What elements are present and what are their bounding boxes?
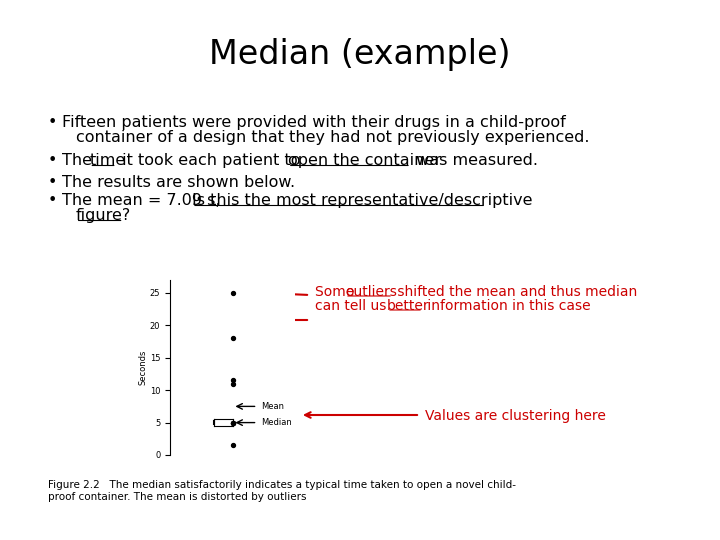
Text: •: • <box>48 175 58 190</box>
Y-axis label: Seconds: Seconds <box>138 350 147 385</box>
Text: Median (example): Median (example) <box>210 38 510 71</box>
Text: time: time <box>89 153 125 168</box>
Point <box>227 441 238 450</box>
Text: information in this case: information in this case <box>423 299 590 313</box>
Text: it took each patient to: it took each patient to <box>117 153 305 168</box>
Point <box>227 289 238 298</box>
Text: container of a design that they had not previously experienced.: container of a design that they had not … <box>76 130 589 145</box>
Text: The results are shown below.: The results are shown below. <box>62 175 295 190</box>
Text: Some: Some <box>315 285 359 299</box>
Point <box>227 376 238 385</box>
Point <box>227 418 238 427</box>
Text: Mean: Mean <box>261 402 284 411</box>
Text: can tell us: can tell us <box>315 299 391 313</box>
Text: Values are clustering here: Values are clustering here <box>425 409 606 423</box>
Point <box>227 334 238 343</box>
Point <box>227 418 238 427</box>
Text: The: The <box>62 153 97 168</box>
Text: figure?: figure? <box>76 208 131 223</box>
Text: •: • <box>48 115 58 130</box>
Text: outliers: outliers <box>345 285 397 299</box>
Text: •: • <box>48 153 58 168</box>
Text: open the container: open the container <box>288 153 441 168</box>
Text: was measured.: was measured. <box>411 153 538 168</box>
Text: Figure 2.2   The median satisfactorily indicates a typical time taken to open a : Figure 2.2 The median satisfactorily ind… <box>48 480 516 502</box>
Text: Fifteen patients were provided with their drugs in a child-proof: Fifteen patients were provided with thei… <box>62 115 566 130</box>
Text: Is this the most representative/descriptive: Is this the most representative/descript… <box>192 193 533 208</box>
Point <box>227 418 238 427</box>
Text: Median: Median <box>261 418 292 427</box>
Text: •: • <box>48 193 58 208</box>
Text: shifted the mean and thus median: shifted the mean and thus median <box>393 285 637 299</box>
Point <box>227 380 238 388</box>
Text: better: better <box>387 299 430 313</box>
Text: The mean = 7.09 s,: The mean = 7.09 s, <box>62 193 225 208</box>
